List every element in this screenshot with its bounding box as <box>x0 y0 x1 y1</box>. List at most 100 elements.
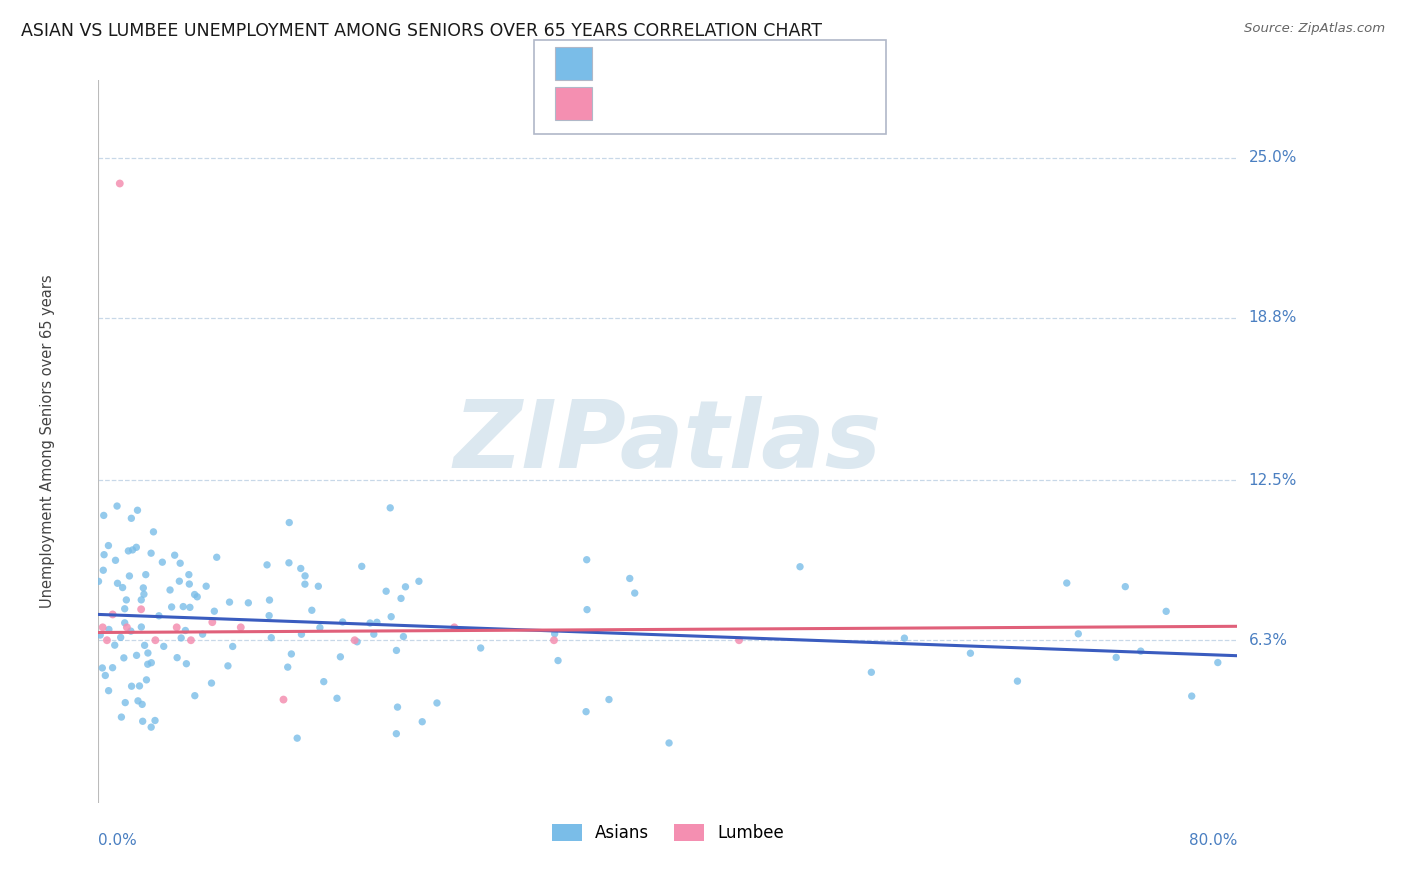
Point <box>366 615 388 630</box>
Point <box>180 633 202 648</box>
Point <box>1129 644 1152 658</box>
Point <box>97 539 120 553</box>
Point <box>107 576 129 591</box>
Point <box>543 633 565 648</box>
Point <box>120 624 142 639</box>
Point <box>273 692 295 706</box>
Point <box>575 705 598 719</box>
Point <box>1056 576 1078 591</box>
Point <box>121 542 143 557</box>
Point <box>110 710 132 724</box>
Point <box>110 631 132 645</box>
Point <box>385 643 408 657</box>
Point <box>346 635 368 649</box>
Point <box>152 640 174 654</box>
Point <box>131 620 153 634</box>
Point <box>218 595 240 609</box>
Point <box>1067 627 1090 641</box>
Point <box>172 599 194 614</box>
Point <box>94 668 117 682</box>
Point <box>1206 656 1229 670</box>
Point <box>658 736 681 750</box>
Point <box>129 602 152 616</box>
Point <box>166 620 188 634</box>
Point <box>163 548 186 562</box>
Point <box>543 627 565 641</box>
Point <box>294 569 316 583</box>
Text: 80.0%: 80.0% <box>1189 833 1237 848</box>
Point <box>385 727 408 741</box>
Point <box>329 649 352 664</box>
Point <box>93 508 115 523</box>
Point <box>125 541 148 555</box>
Point <box>307 579 329 593</box>
Point <box>343 633 366 648</box>
Point <box>87 574 110 589</box>
Point <box>136 646 159 660</box>
Point <box>104 638 127 652</box>
Point <box>91 620 114 634</box>
Point <box>131 698 153 712</box>
Point <box>202 604 225 618</box>
Point <box>195 579 218 593</box>
Point <box>959 646 981 660</box>
Point <box>143 714 166 728</box>
Point <box>150 555 173 569</box>
Point <box>91 661 114 675</box>
Point <box>96 633 118 648</box>
Point <box>259 593 281 607</box>
Point <box>375 584 398 599</box>
Point <box>183 588 205 602</box>
Point <box>860 665 883 680</box>
Text: 25.0%: 25.0% <box>1249 150 1296 165</box>
Point <box>136 657 159 672</box>
Point <box>201 615 224 630</box>
Point <box>108 177 131 191</box>
Point <box>169 556 191 570</box>
Point <box>1181 689 1204 703</box>
Point <box>121 679 143 693</box>
Point <box>134 638 156 652</box>
Point <box>893 631 915 645</box>
Text: ZIPatlas: ZIPatlas <box>454 395 882 488</box>
Point <box>177 567 200 582</box>
Point <box>170 631 193 645</box>
Point <box>125 648 148 663</box>
Point <box>256 558 278 572</box>
Point <box>363 627 385 641</box>
Point <box>135 673 157 687</box>
Point <box>728 633 751 648</box>
Point <box>148 608 170 623</box>
Point <box>97 623 120 637</box>
Point <box>1154 604 1177 618</box>
Point <box>229 620 252 634</box>
Point <box>179 577 201 591</box>
Point <box>1105 650 1128 665</box>
Point <box>117 544 139 558</box>
Point <box>174 624 197 638</box>
Text: R =  0.017   N =  16: R = 0.017 N = 16 <box>598 101 765 119</box>
Point <box>115 620 138 634</box>
Point <box>575 552 598 566</box>
Point <box>120 511 142 525</box>
Point <box>141 720 163 734</box>
Point <box>105 499 128 513</box>
Point <box>1114 580 1136 594</box>
Point <box>186 590 208 604</box>
Point <box>93 548 115 562</box>
Point <box>200 676 222 690</box>
Point <box>115 593 138 607</box>
Point <box>139 546 162 560</box>
Point <box>301 603 323 617</box>
Point <box>285 731 308 746</box>
Point <box>547 654 569 668</box>
Point <box>97 683 120 698</box>
Point <box>326 691 349 706</box>
Point <box>89 628 111 642</box>
Point <box>135 567 157 582</box>
Point <box>217 658 239 673</box>
Point <box>576 602 599 616</box>
Point <box>166 650 188 665</box>
Point <box>411 714 433 729</box>
Point <box>142 524 165 539</box>
